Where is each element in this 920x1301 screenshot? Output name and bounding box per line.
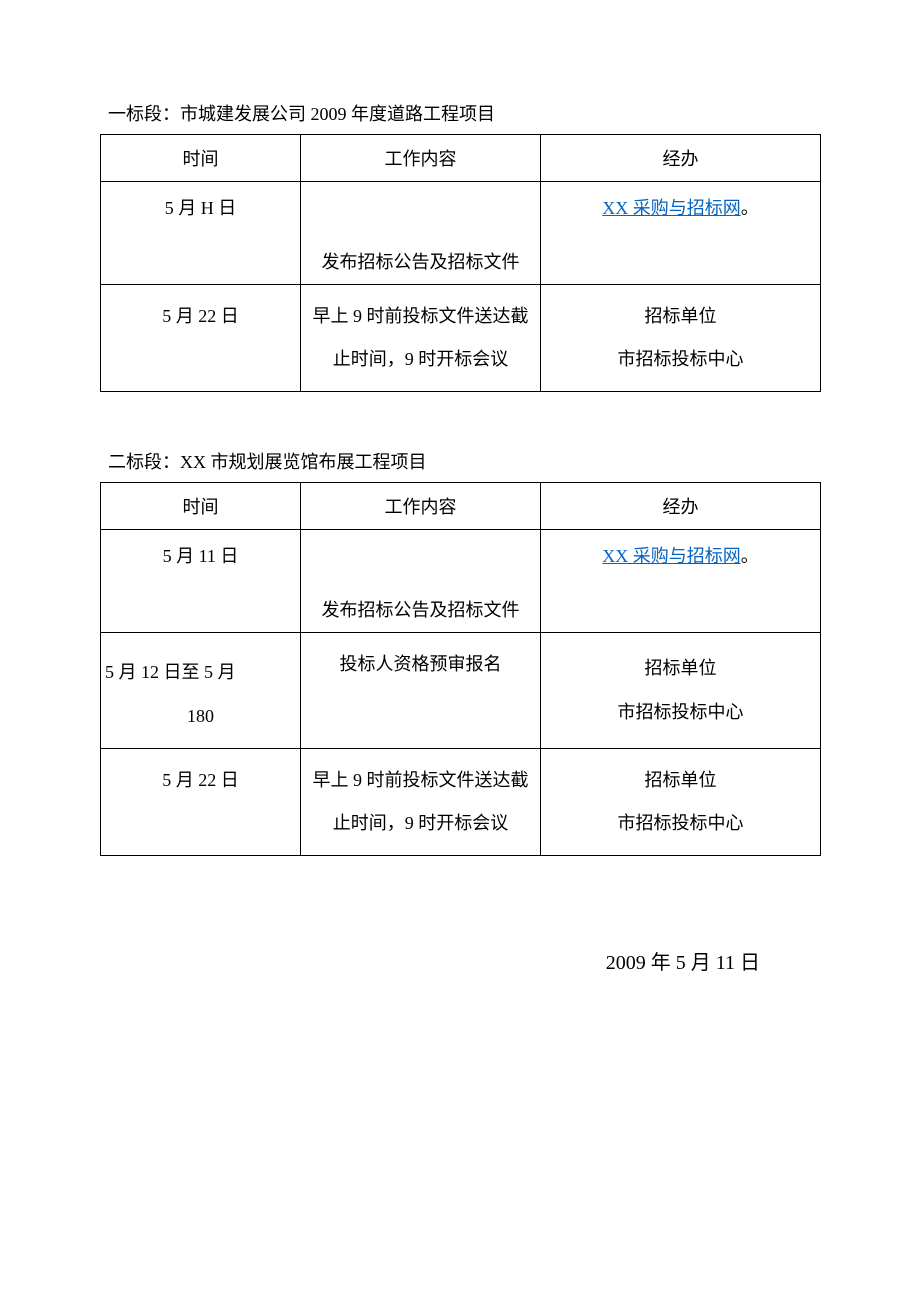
handler-line2: 市招标投标中心 <box>545 338 816 381</box>
header-work: 工作内容 <box>301 483 541 530</box>
procurement-link[interactable]: XX 采购与招标网 <box>602 546 741 566</box>
table-row: 5 月 H 日 发布招标公告及招标文件 XX 采购与招标网。 <box>101 182 821 285</box>
handler-line1: 招标单位 <box>545 295 816 338</box>
cell-handler: 招标单位 市招标投标中心 <box>541 285 821 392</box>
cell-work: 发布招标公告及招标文件 <box>301 182 541 285</box>
cell-work: 早上 9 时前投标文件送达截 止时间，9 时开标会议 <box>301 285 541 392</box>
cell-work: 早上 9 时前投标文件送达截 止时间，9 时开标会议 <box>301 748 541 855</box>
cell-handler: 招标单位 市招标投标中心 <box>541 748 821 855</box>
cell-time: 5 月 12 日至 5 月 180 <box>101 633 301 748</box>
section2-title: 二标段：XX 市规划展览馆布展工程项目 <box>100 448 820 474</box>
header-handler: 经办 <box>541 483 821 530</box>
table-header-row: 时间 工作内容 经办 <box>101 483 821 530</box>
time-line2: 180 <box>105 695 296 738</box>
table-row: 5 月 22 日 早上 9 时前投标文件送达截 止时间，9 时开标会议 招标单位… <box>101 285 821 392</box>
cell-time: 5 月 22 日 <box>101 748 301 855</box>
procurement-link[interactable]: XX 采购与招标网 <box>602 198 741 218</box>
header-work: 工作内容 <box>301 135 541 182</box>
period: 。 <box>741 546 759 566</box>
work-line1: 早上 9 时前投标文件送达截 <box>305 295 536 338</box>
cell-work: 发布招标公告及招标文件 <box>301 530 541 633</box>
time-line1: 5 月 12 日至 5 月 <box>105 651 296 694</box>
cell-time: 5 月 H 日 <box>101 182 301 285</box>
table-header-row: 时间 工作内容 经办 <box>101 135 821 182</box>
work-line2: 止时间，9 时开标会议 <box>305 802 536 845</box>
header-time: 时间 <box>101 135 301 182</box>
section2-table: 时间 工作内容 经办 5 月 11 日 发布招标公告及招标文件 XX 采购与招标… <box>100 482 821 856</box>
footer-date: 2009 年 5 月 11 日 <box>100 946 820 975</box>
table-row: 5 月 11 日 发布招标公告及招标文件 XX 采购与招标网。 <box>101 530 821 633</box>
cell-time: 5 月 11 日 <box>101 530 301 633</box>
work-line1: 早上 9 时前投标文件送达截 <box>305 759 536 802</box>
cell-handler: XX 采购与招标网。 <box>541 530 821 633</box>
header-time: 时间 <box>101 483 301 530</box>
period: 。 <box>741 198 759 218</box>
cell-handler: 招标单位 市招标投标中心 <box>541 633 821 748</box>
handler-line2: 市招标投标中心 <box>545 691 816 734</box>
section1-table: 时间 工作内容 经办 5 月 H 日 发布招标公告及招标文件 XX 采购与招标网… <box>100 134 821 392</box>
handler-line2: 市招标投标中心 <box>545 802 816 845</box>
document-page: 一标段：市城建发展公司 2009 年度道路工程项目 时间 工作内容 经办 5 月… <box>0 0 920 975</box>
cell-handler: XX 采购与招标网。 <box>541 182 821 285</box>
handler-line1: 招标单位 <box>545 647 816 690</box>
cell-work: 投标人资格预审报名 <box>301 633 541 748</box>
header-handler: 经办 <box>541 135 821 182</box>
handler-line1: 招标单位 <box>545 759 816 802</box>
table-row: 5 月 22 日 早上 9 时前投标文件送达截 止时间，9 时开标会议 招标单位… <box>101 748 821 855</box>
table-row: 5 月 12 日至 5 月 180 投标人资格预审报名 招标单位 市招标投标中心 <box>101 633 821 748</box>
section-gap <box>100 392 820 448</box>
work-line2: 止时间，9 时开标会议 <box>305 338 536 381</box>
section1-title: 一标段：市城建发展公司 2009 年度道路工程项目 <box>100 100 820 126</box>
cell-time: 5 月 22 日 <box>101 285 301 392</box>
